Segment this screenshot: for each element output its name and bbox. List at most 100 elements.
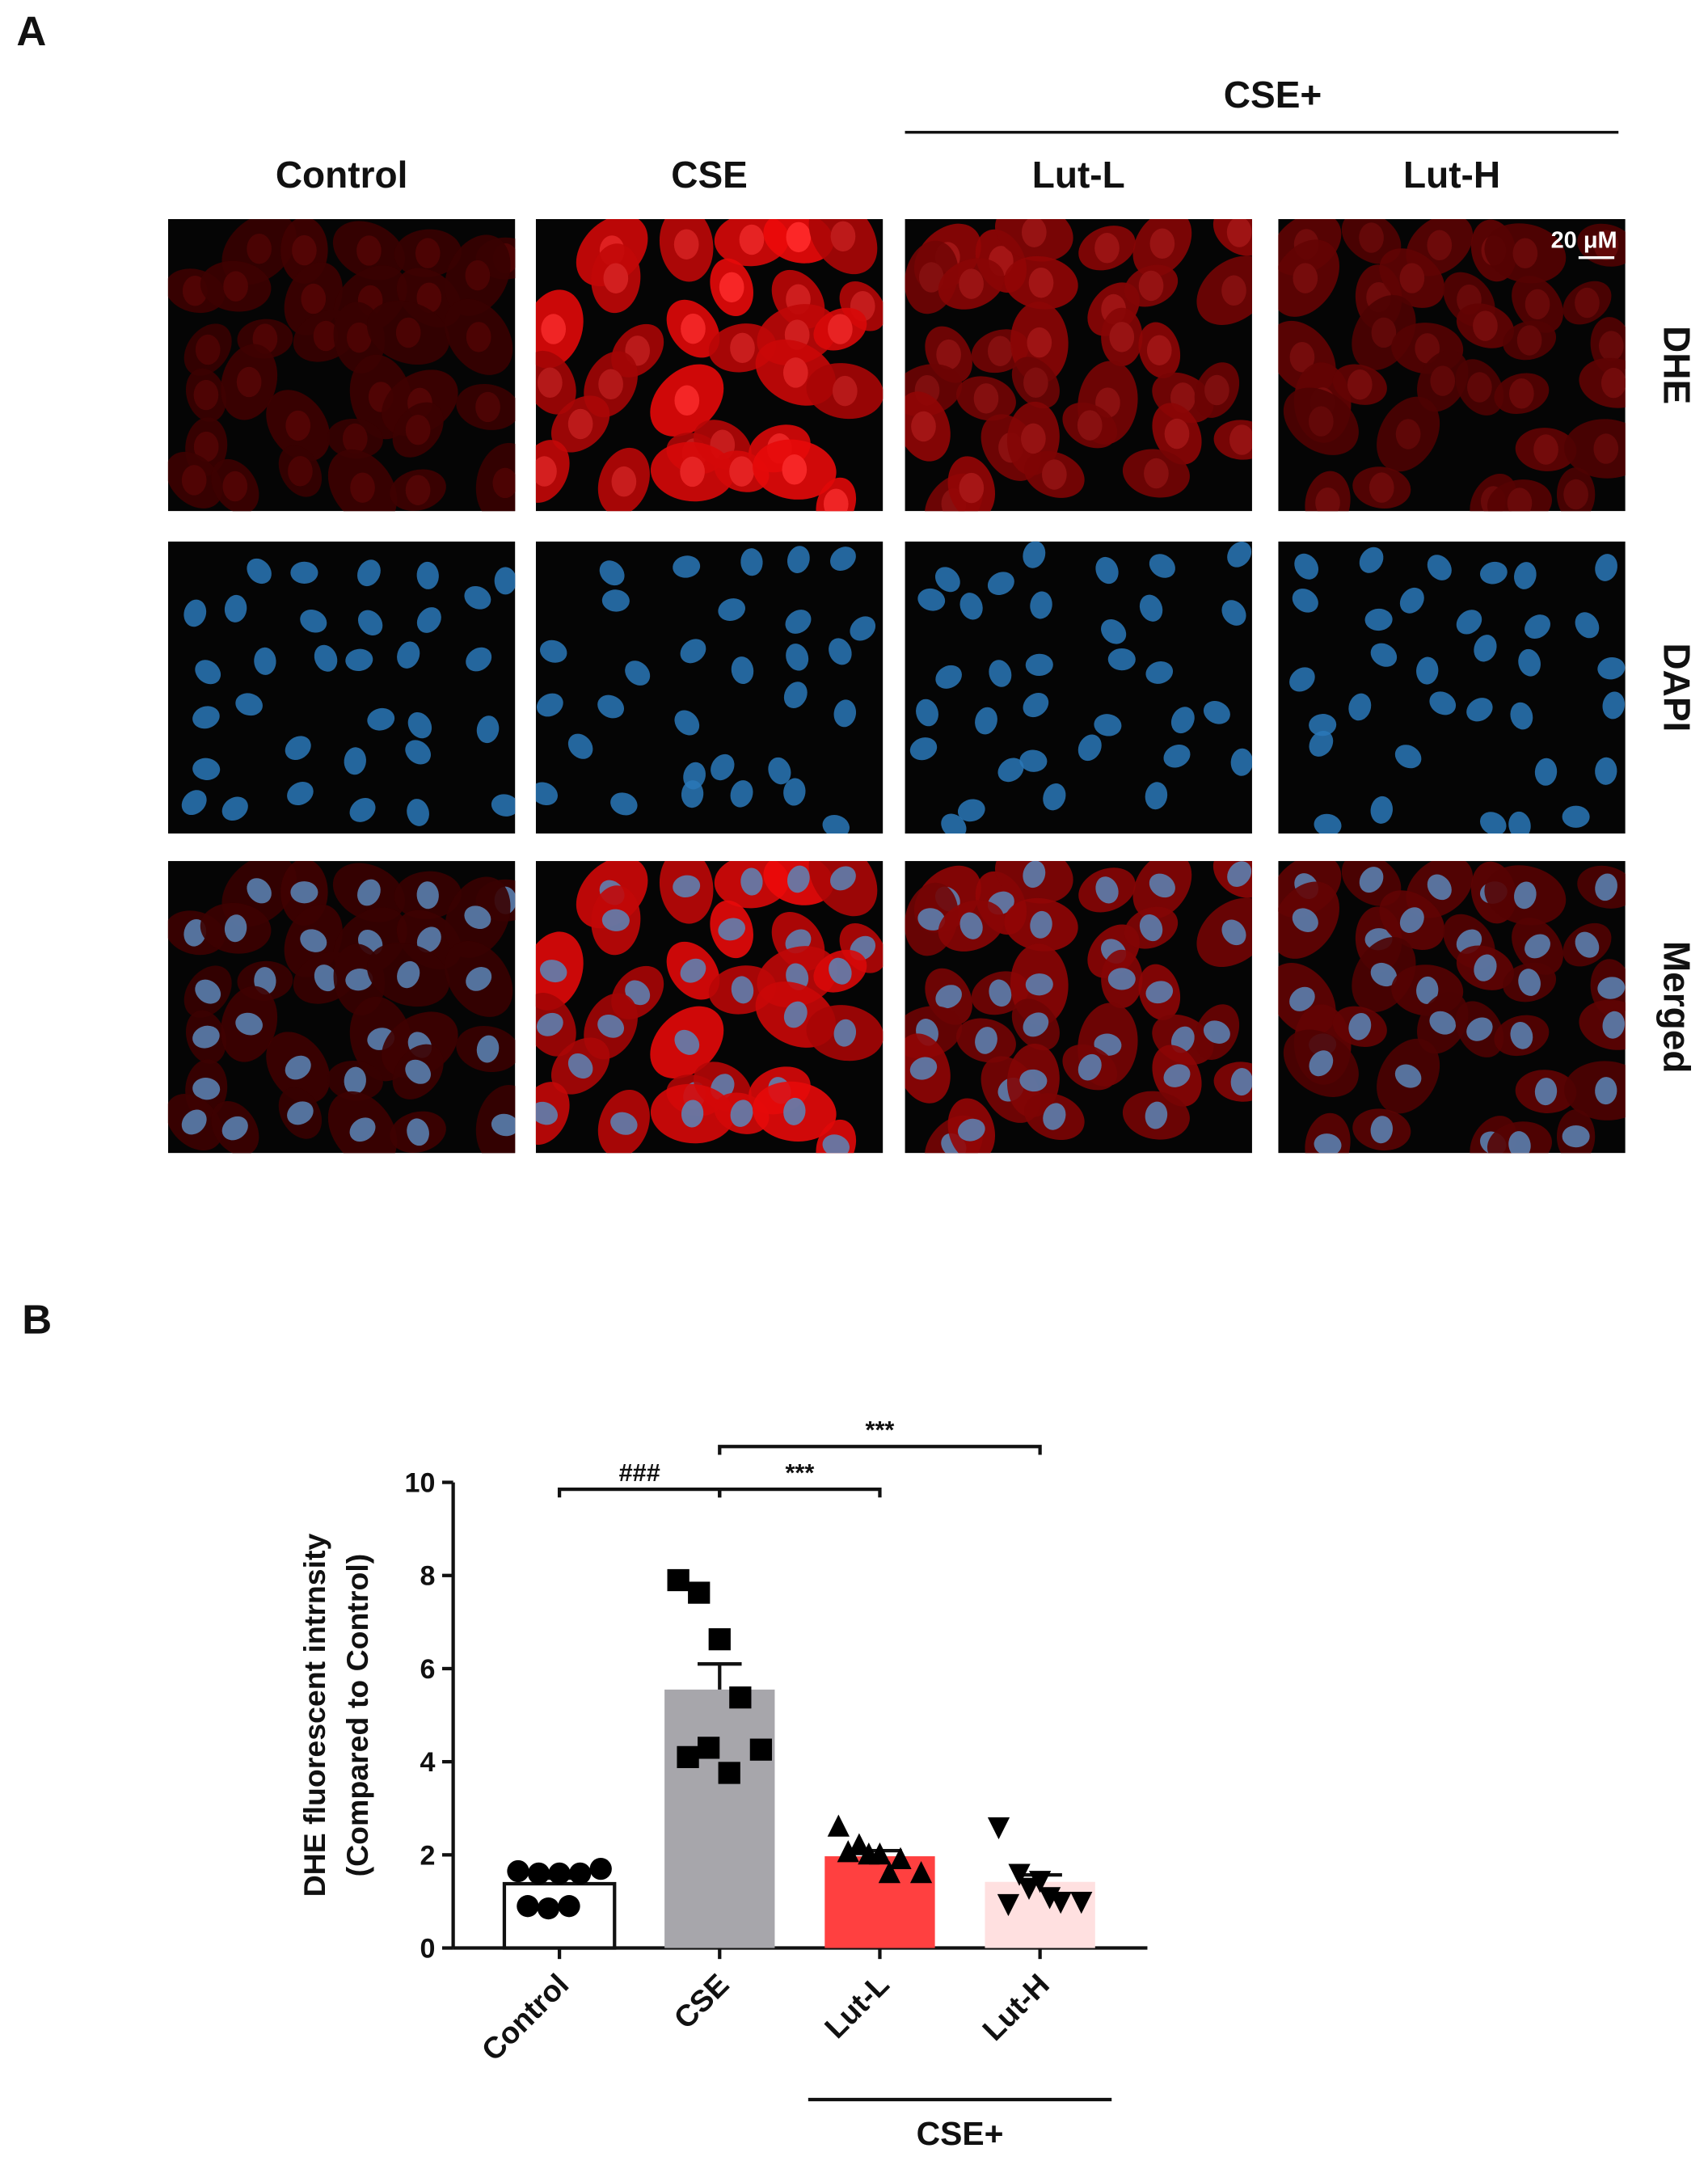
data-point xyxy=(698,1737,720,1759)
nucleus xyxy=(1030,591,1052,619)
cell-nucleus xyxy=(1509,378,1534,409)
nucleus xyxy=(349,1117,376,1142)
cell-nucleus xyxy=(285,410,311,441)
data-point xyxy=(677,1745,699,1769)
nucleus xyxy=(731,976,754,1004)
cell-nucleus xyxy=(673,229,699,260)
significance-bracket xyxy=(557,1487,722,1498)
cell-nucleus xyxy=(416,282,442,313)
nucleus xyxy=(673,875,701,898)
column-label: Lut-H xyxy=(1403,154,1500,196)
cell-nucleus xyxy=(786,222,812,253)
cell-nucleus xyxy=(1309,406,1334,437)
micrograph xyxy=(167,218,516,512)
image-background xyxy=(905,541,1252,834)
micrograph xyxy=(1278,861,1626,1154)
cell-nucleus xyxy=(567,408,593,440)
cell-nucleus xyxy=(1598,331,1624,361)
nucleus xyxy=(357,559,381,587)
nucleus xyxy=(1394,1064,1422,1088)
micrograph xyxy=(535,861,884,1154)
cell-nucleus xyxy=(680,456,705,487)
nucleus xyxy=(957,799,985,822)
cell-nucleus xyxy=(1289,341,1315,373)
data-point xyxy=(878,1861,901,1884)
nucleus xyxy=(464,586,491,610)
cell-nucleus xyxy=(1109,322,1135,352)
significance-label: *** xyxy=(866,1416,895,1444)
data-point xyxy=(548,1862,571,1885)
nucleus xyxy=(935,985,962,1009)
nucleus xyxy=(221,1116,248,1141)
nucleus xyxy=(597,1014,625,1038)
data-point xyxy=(507,1859,529,1883)
nucleus xyxy=(787,546,810,573)
nucleus xyxy=(1025,973,1053,996)
nucleus xyxy=(1602,691,1626,720)
nucleus xyxy=(466,967,492,991)
nucleus xyxy=(822,814,850,834)
significance-bracket xyxy=(718,1487,882,1498)
nucleus xyxy=(917,908,946,931)
nucleus xyxy=(1359,547,1384,573)
nucleus xyxy=(1595,1077,1617,1105)
nucleus xyxy=(224,914,247,943)
nucleus xyxy=(1534,758,1558,786)
data-point xyxy=(708,1628,731,1651)
nucleus xyxy=(235,693,263,716)
data-point xyxy=(987,1817,1010,1840)
cell-nucleus xyxy=(1430,365,1456,396)
nucleus xyxy=(1575,931,1600,958)
nucleus xyxy=(1427,555,1452,580)
nucleus xyxy=(731,656,754,685)
nucleus xyxy=(917,588,946,611)
nucleus xyxy=(357,879,381,906)
nucleus xyxy=(1230,1068,1252,1096)
cell-nucleus xyxy=(541,314,567,344)
nucleus xyxy=(300,609,327,633)
nucleus xyxy=(1518,969,1541,996)
cell-nucleus xyxy=(1226,218,1252,247)
nucleus xyxy=(192,1077,221,1100)
nucleus xyxy=(416,607,441,633)
nucleus xyxy=(221,796,248,821)
nucleus xyxy=(1416,656,1439,685)
cell-nucleus xyxy=(603,263,629,293)
cell-nucleus xyxy=(195,334,221,365)
cell-nucleus xyxy=(292,234,317,266)
cell-nucleus xyxy=(193,379,219,411)
cell-nucleus xyxy=(1021,218,1047,247)
nucleus xyxy=(1597,656,1626,680)
data-point xyxy=(729,1686,752,1709)
micrograph xyxy=(535,541,884,834)
image-grid: Control CSE Lut-L Lut-H DHE DAPI Merged 20 μM xyxy=(167,154,1697,1154)
nucleus xyxy=(1508,811,1531,834)
nucleus xyxy=(1043,1103,1066,1130)
nucleus xyxy=(1309,730,1334,757)
nucleus xyxy=(959,912,983,939)
nucleus xyxy=(300,929,327,952)
micrograph xyxy=(167,541,516,834)
cell-nucleus xyxy=(598,369,623,400)
cell-nucleus xyxy=(823,488,849,512)
nucleus xyxy=(680,639,706,664)
cell-nucleus xyxy=(1347,369,1373,400)
y-tick-label: 0 xyxy=(420,1933,436,1964)
cell-nucleus xyxy=(466,322,491,352)
image-background xyxy=(167,541,516,834)
nucleus xyxy=(625,661,651,686)
nucleus xyxy=(314,644,338,672)
row-label: Merged xyxy=(1655,941,1697,1074)
cell-nucleus xyxy=(223,271,248,302)
data-point xyxy=(718,1762,740,1784)
nucleus xyxy=(1359,867,1384,893)
significance-label: ### xyxy=(619,1459,660,1487)
nucleus xyxy=(997,758,1024,783)
nucleus xyxy=(830,866,856,891)
nucleus xyxy=(1023,1012,1049,1037)
data-point xyxy=(517,1895,539,1918)
nucleus xyxy=(1456,610,1482,635)
nucleus xyxy=(476,1035,500,1063)
nucleus xyxy=(407,711,432,739)
nucleus xyxy=(1510,1022,1533,1049)
